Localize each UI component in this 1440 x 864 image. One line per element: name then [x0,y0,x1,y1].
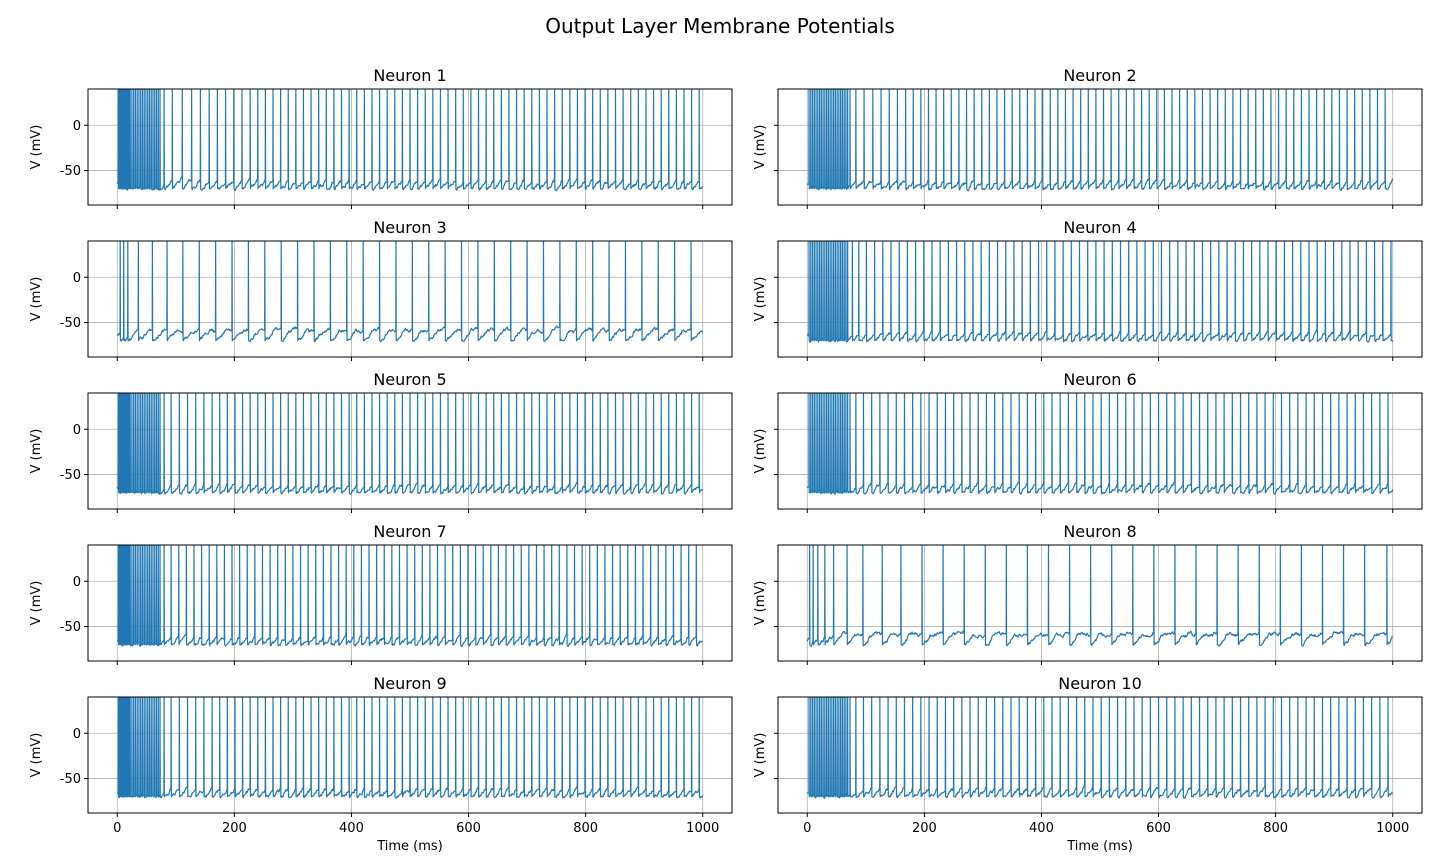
y-tick-label: -50 [60,772,81,787]
figure-title: Output Layer Membrane Potentials [545,14,895,38]
voltage-trace-line [806,89,1394,192]
y-axis-label: V (mV) [29,429,44,474]
x-tick-label: 0 [803,821,811,836]
subplot-7: Neuron 7 0 -50 V (mV) [29,522,733,665]
y-tick-label: -50 [60,164,81,179]
y-tick-label: 0 [73,119,81,134]
y-tick-label: 0 [73,575,81,590]
voltage-trace-line [806,393,1394,495]
voltage-trace-line [117,241,704,343]
y-tick-label: 0 [73,727,81,742]
subplot-title: Neuron 8 [1063,522,1136,541]
voltage-trace-line [806,545,1393,647]
subplot-title: Neuron 5 [373,370,446,389]
x-tick-label: 800 [573,821,598,836]
x-tick-label: 800 [1263,821,1288,836]
y-axis-label: V (mV) [753,429,768,474]
voltage-trace-line [116,545,703,648]
x-tick-label: 400 [339,821,364,836]
x-tick-label: 200 [222,821,247,836]
x-tick-label: 1000 [686,821,719,836]
axes-frame [777,544,1423,662]
x-tick-label: 1000 [1376,821,1409,836]
subplot-6: Neuron 6 V (mV) [753,370,1423,513]
subplot-title: Neuron 2 [1063,66,1136,85]
subplot-4: Neuron 4 V (mV) [753,218,1423,361]
axes-frame [777,88,1423,206]
subplot-title: Neuron 10 [1058,674,1142,693]
subplot-5: Neuron 5 0 -50 V (mV) [29,370,733,513]
y-axis-label: V (mV) [29,125,44,170]
subplot-title: Neuron 1 [373,66,446,85]
y-axis-label: V (mV) [753,125,768,170]
y-tick-label: 0 [73,271,81,286]
axes-frame [87,240,733,358]
x-tick-label: 400 [1029,821,1054,836]
y-axis-label: V (mV) [29,733,44,778]
voltage-trace-line [116,89,704,192]
axes-frame [87,696,733,814]
subplot-2: Neuron 2 V (mV) [753,66,1423,209]
y-axis-label: V (mV) [753,277,768,322]
subplot-9: Neuron 9 0 -50 V (mV) 0 200 400 600 800 1000 Time … [29,674,733,854]
axes-frame [87,544,733,662]
y-tick-label: -50 [60,620,81,635]
x-tick-label: 600 [456,821,481,836]
x-axis-label: Time (ms) [376,839,443,854]
subplot-grid: Neuron 10-50V (mV)Neuron 2V (mV)Neuron 3… [29,66,1423,854]
x-tick-label: 600 [1146,821,1171,836]
subplot-10: Neuron 10 V (mV) 0 200 400 600 800 1000 Time (ms… [753,674,1423,854]
subplot-3: Neuron 3 0 -50 V (mV) [29,218,733,361]
subplot-title: Neuron 7 [373,522,446,541]
axes-frame [777,240,1423,358]
voltage-trace-line [116,697,704,799]
subplot-title: Neuron 4 [1063,218,1136,237]
subplot-title: Neuron 9 [373,674,446,693]
x-tick-label: 0 [113,821,121,836]
subplot-title: Neuron 6 [1063,370,1136,389]
y-axis-label: V (mV) [753,733,768,778]
subplot-1: Neuron 1 0 -50 V (mV) [29,66,733,209]
subplot-8: Neuron 8 V (mV) [753,522,1423,665]
x-axis-label: Time (ms) [1066,839,1133,854]
y-axis-label: V (mV) [753,581,768,626]
y-tick-label: -50 [60,468,81,483]
axes-frame [777,392,1423,510]
y-axis-label: V (mV) [29,277,44,322]
subplot-title: Neuron 3 [373,218,446,237]
voltage-trace-line [807,697,1394,799]
x-tick-label: 200 [912,821,937,836]
y-axis-label: V (mV) [29,581,44,626]
axes-frame [87,88,733,206]
voltage-trace-line [116,393,704,495]
y-tick-label: 0 [73,423,81,438]
voltage-trace-line [806,241,1394,343]
axes-frame [777,696,1423,814]
axes-frame [87,392,733,510]
y-tick-label: -50 [60,316,81,331]
